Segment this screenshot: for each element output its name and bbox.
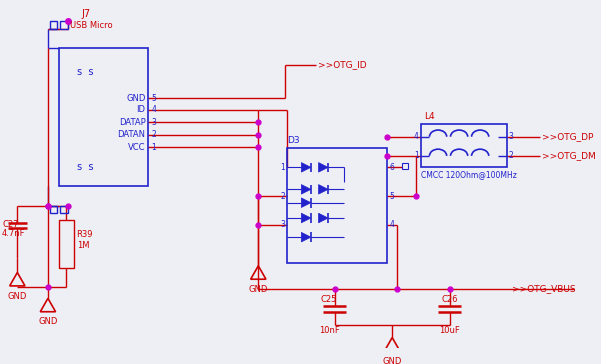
Text: 4.7nF: 4.7nF	[2, 229, 25, 238]
Text: DATAP: DATAP	[119, 118, 145, 127]
Text: VCC: VCC	[128, 143, 145, 152]
Text: 6: 6	[389, 163, 394, 172]
Text: C25: C25	[321, 295, 337, 304]
Bar	[287, 148, 388, 263]
Text: 2: 2	[509, 151, 514, 161]
Text: 10uF: 10uF	[439, 327, 460, 335]
Polygon shape	[319, 163, 328, 172]
Text: 5: 5	[151, 94, 156, 103]
Text: R39: R39	[76, 230, 93, 239]
Text: >>OTG_DM: >>OTG_DM	[542, 151, 596, 161]
Bar	[50, 206, 58, 213]
Polygon shape	[319, 213, 328, 223]
Bar	[401, 163, 409, 169]
Polygon shape	[301, 232, 311, 242]
Text: 3: 3	[151, 118, 156, 127]
Bar	[59, 48, 148, 186]
Text: 1M: 1M	[76, 241, 89, 250]
Polygon shape	[301, 185, 311, 194]
Text: 10nF: 10nF	[319, 327, 340, 335]
Polygon shape	[301, 163, 311, 172]
Text: 4: 4	[414, 132, 419, 141]
Polygon shape	[301, 198, 311, 207]
Bar	[421, 124, 507, 167]
Text: s  s: s s	[76, 67, 93, 77]
Text: 2: 2	[151, 130, 156, 139]
Text: GND: GND	[382, 357, 402, 364]
Text: ID: ID	[136, 106, 145, 114]
Text: 4: 4	[389, 220, 394, 229]
Text: GND: GND	[249, 285, 268, 294]
Text: USB Micro: USB Micro	[70, 21, 112, 30]
Text: 3: 3	[509, 132, 514, 141]
Text: 4: 4	[151, 106, 156, 114]
Text: >>OTG_ID: >>OTG_ID	[317, 60, 366, 70]
Text: >>OTG_VBUS: >>OTG_VBUS	[511, 284, 575, 293]
Text: s  s: s s	[76, 162, 93, 172]
Text: 3: 3	[280, 220, 285, 229]
Text: 2: 2	[280, 191, 285, 201]
Text: D3: D3	[287, 136, 300, 145]
Polygon shape	[319, 185, 328, 194]
Bar	[60, 21, 68, 29]
Text: GND: GND	[126, 94, 145, 103]
Polygon shape	[301, 213, 311, 223]
Text: J7: J7	[81, 9, 91, 19]
Bar	[60, 206, 68, 213]
Text: CMCC 120Ohm@100MHz: CMCC 120Ohm@100MHz	[421, 170, 517, 179]
Text: 1: 1	[151, 143, 156, 152]
Text: >>OTG_DP: >>OTG_DP	[542, 132, 594, 141]
Text: 1: 1	[414, 151, 419, 161]
Text: DATAN: DATAN	[117, 130, 145, 139]
Bar	[59, 220, 74, 268]
Text: C27: C27	[2, 220, 19, 229]
Text: GND: GND	[38, 317, 58, 327]
Text: 5: 5	[389, 191, 394, 201]
Text: 1: 1	[280, 163, 285, 172]
Text: C26: C26	[441, 295, 458, 304]
Text: L4: L4	[424, 112, 435, 121]
Bar	[50, 21, 58, 29]
Text: GND: GND	[8, 292, 27, 301]
